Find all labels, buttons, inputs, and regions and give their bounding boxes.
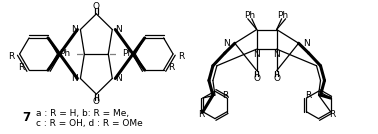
Text: O: O: [93, 1, 100, 11]
Text: N: N: [304, 39, 310, 48]
Text: Ph: Ph: [122, 49, 133, 57]
Text: N: N: [253, 51, 260, 59]
Text: N: N: [71, 74, 78, 83]
Text: R: R: [222, 91, 228, 100]
Text: Ph: Ph: [244, 11, 255, 20]
Text: O: O: [273, 74, 280, 83]
Text: R: R: [178, 52, 184, 62]
Text: Ph: Ph: [59, 49, 70, 57]
Text: O: O: [93, 97, 100, 107]
Text: N: N: [115, 74, 122, 83]
Text: R: R: [198, 110, 204, 119]
Text: O: O: [253, 74, 260, 83]
Text: a : R = H, b: R = Me,: a : R = H, b: R = Me,: [36, 109, 129, 118]
Text: R: R: [169, 63, 175, 72]
Text: N: N: [71, 25, 78, 34]
Text: N: N: [223, 39, 230, 48]
Text: R: R: [8, 52, 15, 62]
Text: N: N: [273, 51, 280, 59]
Text: Ph: Ph: [277, 11, 288, 20]
Text: R: R: [18, 63, 24, 72]
Text: N: N: [115, 25, 122, 34]
Text: R: R: [329, 110, 336, 119]
Text: R: R: [305, 91, 312, 100]
Text: 7: 7: [23, 111, 31, 124]
Text: c : R = OH, d : R = OMe: c : R = OH, d : R = OMe: [36, 119, 142, 128]
